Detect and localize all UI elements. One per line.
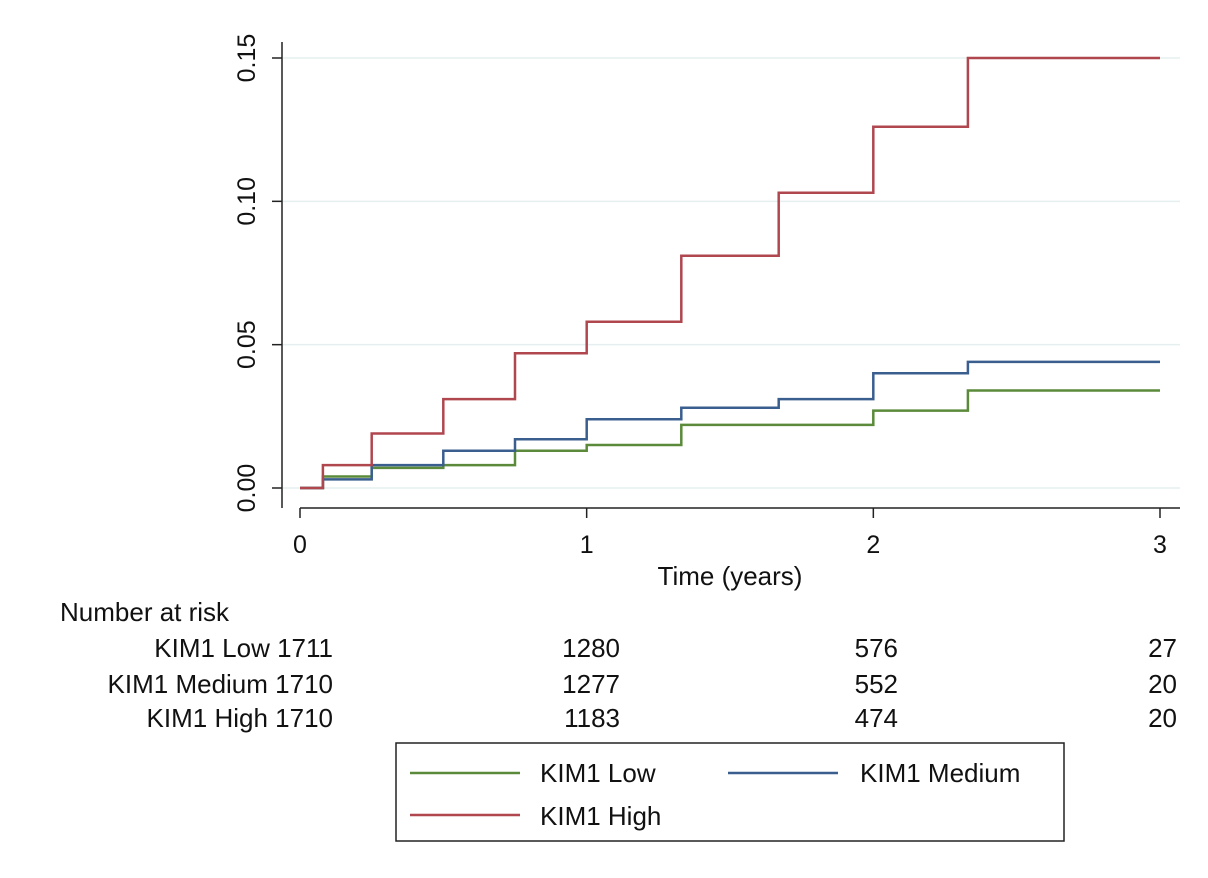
axes	[281, 42, 1180, 509]
legend-label-medium: KIM1 Medium	[860, 758, 1020, 788]
risk-cell: 474	[855, 703, 898, 733]
legend: KIM1 Low KIM1 Medium KIM1 High	[395, 742, 1065, 842]
x-tick-label-2: 2	[866, 531, 880, 559]
risk-cell: 1277	[562, 669, 620, 699]
y-tick-label-1: 0.05	[233, 320, 261, 369]
series-line-kim1-high	[300, 56, 1160, 490]
risk-table-title: Number at risk	[60, 597, 230, 627]
legend-label-low: KIM1 Low	[540, 758, 656, 788]
risk-cell: 576	[855, 633, 898, 663]
tick-layer: 0.00 0.05 0.10 0.15 0 1 2 3	[233, 34, 1167, 559]
x-tick-label-1: 1	[580, 531, 594, 559]
legend-box	[395, 742, 1065, 842]
risk-row-label: KIM1 Medium 1710	[108, 669, 333, 699]
risk-cell: 27	[1148, 633, 1177, 663]
series-line-kim1-low	[300, 389, 1160, 490]
legend-label-high: KIM1 High	[540, 801, 661, 831]
risk-row-label: KIM1 High 1710	[147, 703, 333, 733]
x-tick-label-0: 0	[293, 531, 307, 559]
risk-cell: 20	[1148, 669, 1177, 699]
series-line-kim1-medium	[300, 360, 1160, 490]
grid-lines	[283, 57, 1180, 489]
risk-cell: 1183	[564, 703, 620, 733]
y-tick-label-0: 0.00	[233, 464, 261, 513]
risk-cell: 1280	[562, 633, 620, 663]
risk-cell: 20	[1148, 703, 1177, 733]
y-tick-label-2: 0.10	[233, 177, 261, 226]
x-tick-label-3: 3	[1153, 531, 1167, 559]
y-tick-label-3: 0.15	[233, 34, 261, 83]
risk-row-label: KIM1 Low 1711	[154, 633, 333, 663]
risk-table: Number at risk KIM1 Low 1711 1280 576 27 KIM…	[60, 597, 1177, 733]
x-axis-title: Time (years)	[658, 561, 803, 591]
risk-cell: 552	[855, 669, 898, 699]
series-lines	[300, 56, 1160, 490]
